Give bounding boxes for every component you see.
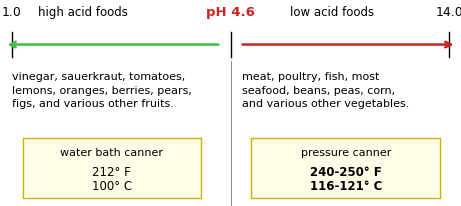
FancyBboxPatch shape: [23, 138, 201, 198]
Text: 1.0: 1.0: [1, 6, 22, 19]
Text: low acid foods: low acid foods: [290, 6, 374, 19]
Text: high acid foods: high acid foods: [38, 6, 128, 19]
Text: pH 4.6: pH 4.6: [206, 6, 255, 19]
Text: vinegar, sauerkraut, tomatoes,
lemons, oranges, berries, pears,
figs, and variou: vinegar, sauerkraut, tomatoes, lemons, o…: [12, 72, 191, 108]
Text: meat, poultry, fish, most
seafood, beans, peas, corn,
and various other vegetabl: meat, poultry, fish, most seafood, beans…: [242, 72, 409, 108]
FancyBboxPatch shape: [251, 138, 440, 198]
Text: 212° F: 212° F: [92, 165, 131, 178]
Text: water bath canner: water bath canner: [60, 147, 163, 157]
Text: pressure canner: pressure canner: [301, 147, 391, 157]
Text: 116-121° C: 116-121° C: [310, 179, 382, 192]
Text: 240-250° F: 240-250° F: [310, 165, 382, 178]
Text: 14.0: 14.0: [436, 6, 461, 19]
Text: 100° C: 100° C: [92, 179, 132, 192]
